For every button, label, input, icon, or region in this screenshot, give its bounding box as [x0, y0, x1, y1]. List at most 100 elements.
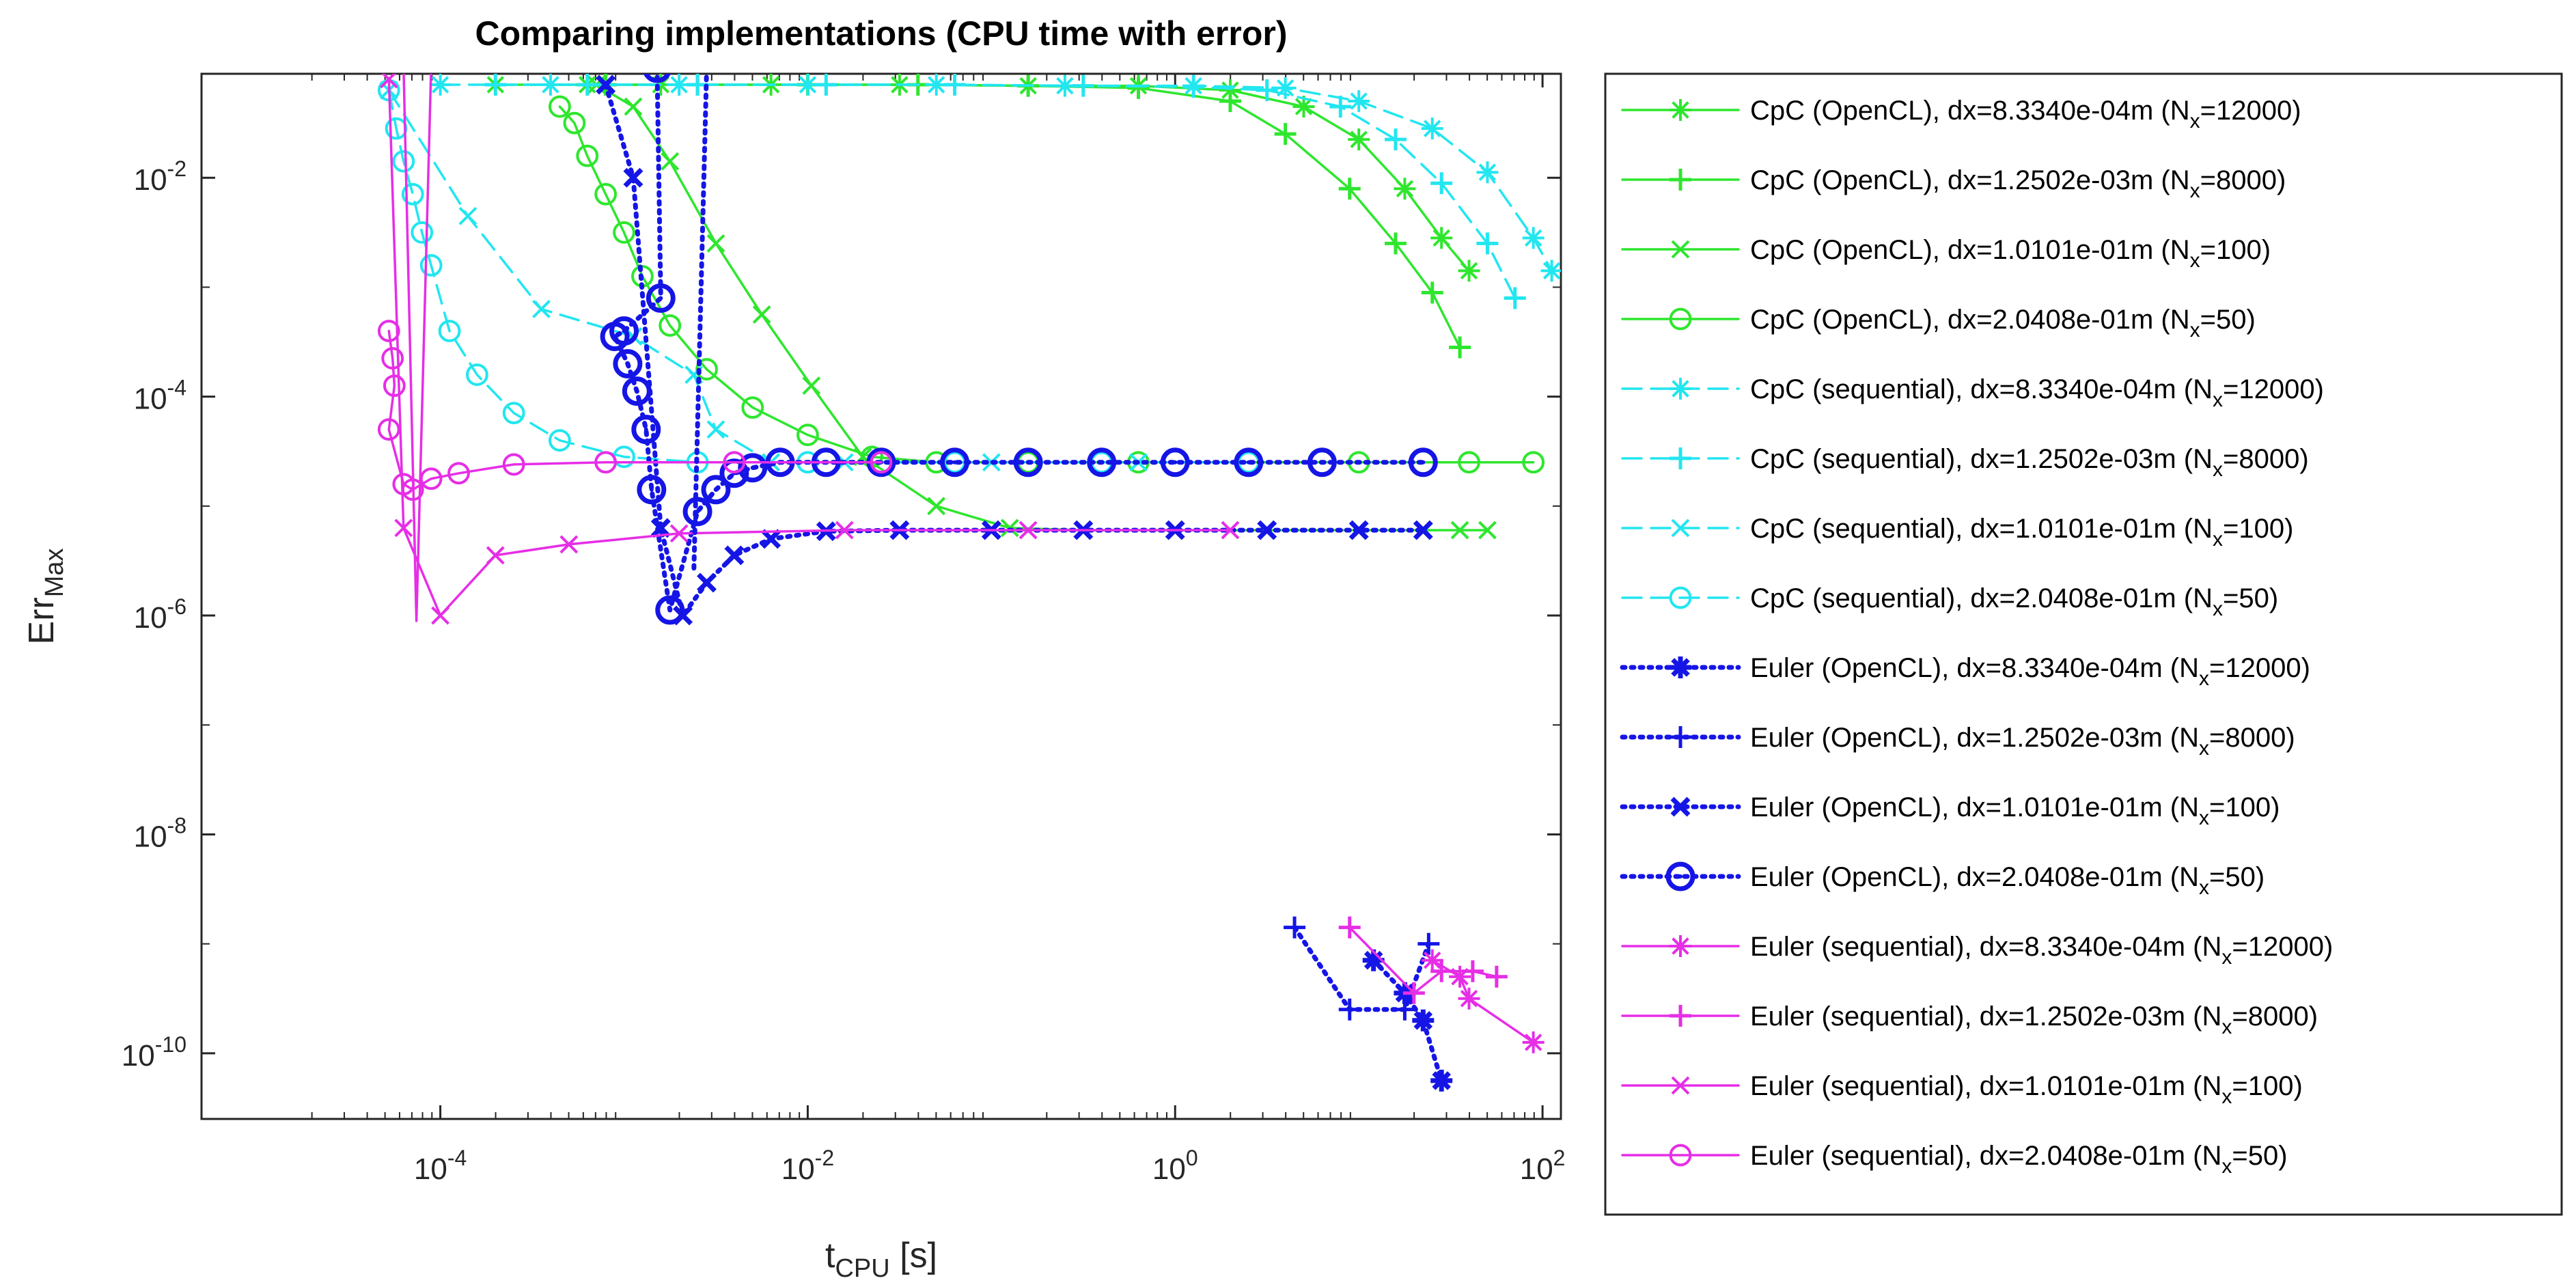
marker-plus [943, 74, 966, 96]
marker-asterisk [1421, 117, 1443, 140]
legend-entry: CpC (OpenCL), dx=1.2502e-03m (Nx=8000) [1621, 165, 2286, 202]
marker-x [669, 524, 689, 543]
marker-x [724, 545, 745, 566]
marker-plus [1417, 932, 1440, 955]
legend-label-subscript: x [2221, 1085, 2232, 1108]
legend-label-tail: =12000) [2223, 374, 2324, 404]
marker-stroke [669, 524, 689, 543]
marker-plus [1274, 123, 1297, 146]
legend-label-subscript: x [2221, 1155, 2232, 1178]
legend-entry: CpC (sequential), dx=1.2502e-03m (Nx=800… [1621, 444, 2309, 481]
marker-stroke [1450, 521, 1469, 540]
marker-plus [1430, 172, 1453, 195]
legend-label-tail: =12000) [2209, 653, 2310, 683]
marker-stroke [1672, 380, 1689, 398]
legend-entry: CpC (sequential), dx=1.0101e-01m (Nx=100… [1621, 514, 2293, 551]
marker-x [697, 572, 717, 593]
marker-ring [594, 451, 618, 474]
marker-circle [411, 221, 434, 244]
legend-label: CpC (OpenCL), dx=2.0408e-01m (Nx=50) [1750, 305, 2256, 342]
marker-circle [576, 144, 599, 167]
marker-plus [1384, 128, 1407, 151]
legend-label-tail: =12000) [2232, 932, 2333, 962]
marker-stroke [1350, 92, 1368, 110]
marker-x [1019, 521, 1038, 540]
marker-asterisk [1219, 79, 1241, 102]
legend-label-tail: =8000) [2200, 165, 2286, 195]
marker-dot [635, 389, 639, 393]
marker-dot [649, 487, 654, 492]
marker-stroke [1460, 262, 1478, 280]
legend-label-subscript: x [2190, 180, 2200, 202]
marker-stroke [596, 74, 616, 95]
marker-x [835, 521, 854, 540]
legend-label: Euler (sequential), dx=2.0408e-01m (Nx=5… [1750, 1141, 2288, 1178]
marker-stroke [1424, 951, 1441, 969]
legend-label-tail: =8000) [2223, 444, 2309, 474]
marker-x [1221, 521, 1240, 540]
marker-stroke [1348, 520, 1369, 540]
marker-ring [1013, 447, 1043, 478]
marker-stroke [1221, 81, 1239, 99]
marker-ring [411, 221, 434, 244]
legend-label-tail: =100) [2209, 792, 2280, 822]
marker-circle [1669, 307, 1692, 331]
marker-bigcircle [1160, 447, 1190, 478]
y-tick-base: 10 [122, 1039, 155, 1072]
legend-label: Euler (OpenCL), dx=1.0101e-01m (Nx=100) [1750, 792, 2280, 829]
marker-plus [1670, 726, 1691, 748]
legend-label-text: Euler (OpenCL), dx=8.3340e-04m (N [1750, 653, 2199, 683]
marker-plus [576, 74, 598, 96]
marker-circle [1458, 451, 1480, 474]
marker-x [486, 546, 505, 565]
legend-entry: CpC (OpenCL), dx=8.3340e-04m (Nx=12000) [1621, 96, 2301, 133]
marker-bigcircle [1013, 447, 1043, 478]
legend-entry: Euler (sequential), dx=1.2502e-03m (Nx=8… [1621, 1001, 2318, 1038]
legend-label-text: CpC (OpenCL), dx=1.0101e-01m (N [1750, 235, 2190, 265]
legend-entry: CpC (OpenCL), dx=1.0101e-01m (Nx=100) [1621, 235, 2271, 272]
marker-dot [750, 465, 755, 470]
legend-label-tail: =8000) [2209, 723, 2295, 753]
marker-x [431, 606, 450, 625]
legend-label-text: Euler (sequential), dx=1.0101e-01m (N [1750, 1071, 2221, 1101]
marker-ring [548, 95, 571, 118]
marker-plus [1670, 169, 1691, 191]
series-layer [377, 74, 1561, 1092]
marker-x [624, 97, 643, 116]
marker-stroke [1671, 240, 1690, 259]
legend-label-text: CpC (sequential), dx=1.0101e-01m (N [1750, 514, 2213, 544]
marker-stroke [799, 76, 817, 94]
marker-stroke [1672, 937, 1689, 955]
marker-circle [419, 253, 443, 277]
marker-ring [1160, 447, 1190, 478]
marker-bigcircle [1408, 447, 1438, 478]
marker-ring [465, 363, 488, 386]
legend-label-subscript: x [2199, 737, 2209, 760]
marker-stroke [761, 529, 781, 549]
marker-ring [600, 322, 630, 352]
marker-ring [1234, 447, 1264, 478]
marker-dot [1099, 460, 1104, 465]
marker-asterisk [1670, 378, 1691, 400]
marker-circle [383, 374, 406, 397]
marker-ring [1458, 451, 1480, 474]
marker-stroke [1671, 658, 1690, 677]
marker-circle [401, 182, 424, 206]
marker-ring [613, 221, 635, 244]
series-line [387, 89, 1140, 464]
marker-stroke [623, 167, 643, 188]
marker-ring [655, 595, 685, 625]
legend-label-subscript: x [2213, 598, 2223, 620]
marker-bigcircle [637, 475, 667, 505]
legend-label-subscript: x [2213, 528, 2223, 551]
legend-label-tail: =100) [2232, 1071, 2302, 1101]
x-tick-base: 10 [781, 1152, 815, 1186]
marker-bigcircle [1234, 447, 1264, 478]
marker-stroke [1413, 520, 1433, 540]
legend-label-subscript: x [2221, 946, 2232, 969]
marker-circle [548, 429, 571, 452]
marker-ring [659, 314, 682, 337]
marker-circle [438, 320, 461, 342]
marker-plus [1670, 1005, 1691, 1027]
marker-circle [381, 347, 404, 370]
